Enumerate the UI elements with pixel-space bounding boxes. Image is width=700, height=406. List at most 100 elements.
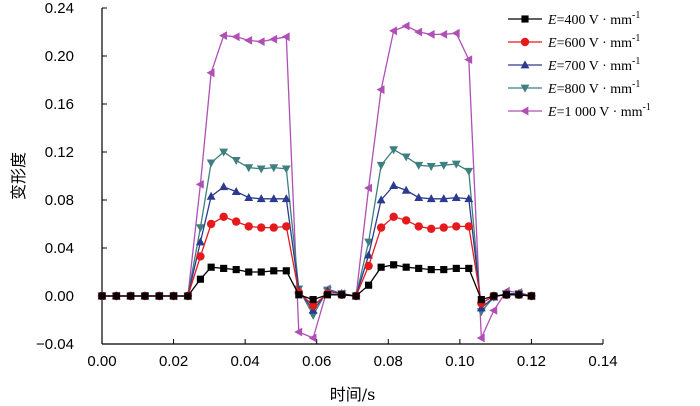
data-point: [376, 195, 386, 204]
legend-label: E=400 V · mm-1: [547, 10, 640, 28]
legend-label: E=1 000 V · mm-1: [547, 102, 651, 120]
data-point: [364, 238, 374, 247]
data-point: [364, 261, 373, 271]
data-point: [219, 212, 228, 221]
data-point: [309, 296, 317, 304]
data-point: [389, 180, 399, 189]
data-point: [98, 292, 106, 300]
data-point: [245, 268, 253, 276]
data-point: [207, 263, 215, 271]
data-point: [389, 146, 399, 155]
data-point: [414, 222, 423, 231]
data-point: [451, 192, 461, 201]
data-point: [427, 224, 436, 233]
data-point: [269, 223, 278, 232]
data-point: [231, 186, 241, 195]
data-point: [464, 55, 473, 65]
data-point: [231, 217, 241, 226]
data-point: [244, 222, 253, 231]
data-point: [464, 167, 474, 176]
x-tick-label: 0.10: [445, 353, 474, 370]
data-point: [389, 26, 398, 36]
data-point: [376, 85, 385, 95]
x-tick-label: 0.06: [302, 353, 331, 370]
x-tick-label: 0.04: [231, 353, 260, 370]
data-point: [170, 292, 178, 300]
data-point: [527, 292, 535, 300]
data-point: [464, 194, 474, 203]
y-tick-label: 0.24: [45, 0, 74, 17]
data-point: [363, 183, 372, 193]
data-point: [184, 292, 192, 300]
data-point: [196, 252, 205, 261]
data-point: [476, 333, 485, 343]
data-point: [439, 161, 449, 170]
data-point: [426, 163, 436, 172]
data-point: [244, 164, 254, 173]
data-point: [364, 250, 374, 259]
series-3: [97, 180, 536, 314]
data-point: [452, 222, 461, 231]
y-axis-title: 变形度: [9, 152, 28, 200]
data-point: [196, 224, 205, 233]
series-line: [102, 184, 532, 312]
data-point: [323, 291, 332, 299]
data-point: [401, 185, 411, 194]
data-point: [308, 333, 317, 343]
legend-label: E=800 V · mm-1: [547, 79, 640, 97]
legend-entry: E=600 V · mm-1: [508, 33, 640, 51]
data-point: [281, 194, 291, 203]
data-point: [401, 216, 411, 225]
data-point: [490, 292, 498, 300]
data-point: [232, 266, 240, 274]
data-point: [365, 281, 373, 289]
x-tick-label: 0.02: [159, 353, 188, 370]
data-point: [439, 194, 449, 203]
legend-entry: E=400 V · mm-1: [508, 10, 640, 28]
x-tick-label: 0.08: [374, 353, 403, 370]
data-point: [257, 268, 265, 276]
data-point: [127, 292, 135, 300]
data-point: [402, 263, 410, 271]
data-point: [390, 261, 398, 269]
y-tick-label: 0.12: [45, 144, 74, 161]
data-point: [219, 31, 228, 41]
data-point: [451, 28, 460, 38]
legend-label: E=600 V · mm-1: [547, 33, 640, 51]
data-point: [452, 264, 460, 272]
data-point: [415, 264, 423, 272]
data-point: [206, 219, 216, 229]
data-point: [426, 194, 436, 203]
data-point: [270, 267, 278, 275]
x-tick-label: 0.00: [87, 353, 116, 370]
x-tick-label: 0.14: [588, 353, 617, 370]
data-point: [377, 263, 385, 271]
series-line: [102, 148, 532, 317]
data-point: [219, 148, 229, 157]
data-point: [112, 292, 120, 300]
data-point: [196, 237, 205, 246]
data-point: [308, 311, 318, 320]
data-point: [195, 179, 204, 189]
legend-marker: [520, 60, 530, 69]
data-point: [426, 29, 435, 39]
series-2: [97, 212, 536, 310]
data-point: [155, 292, 163, 300]
legend-entry: E=800 V · mm-1: [508, 79, 640, 97]
data-point: [308, 301, 318, 310]
y-tick-label: 0.20: [45, 48, 74, 65]
data-point: [220, 264, 228, 272]
data-point: [376, 223, 386, 232]
series-1: [98, 261, 535, 304]
legend-marker: [520, 37, 530, 47]
data-point: [295, 291, 303, 299]
data-point: [464, 222, 474, 231]
legend-marker: [520, 106, 529, 116]
y-tick-label: 0.00: [45, 288, 74, 305]
data-point: [515, 291, 523, 299]
data-point: [352, 292, 360, 300]
data-point: [196, 275, 204, 283]
data-point: [206, 191, 216, 200]
data-point: [376, 161, 386, 170]
